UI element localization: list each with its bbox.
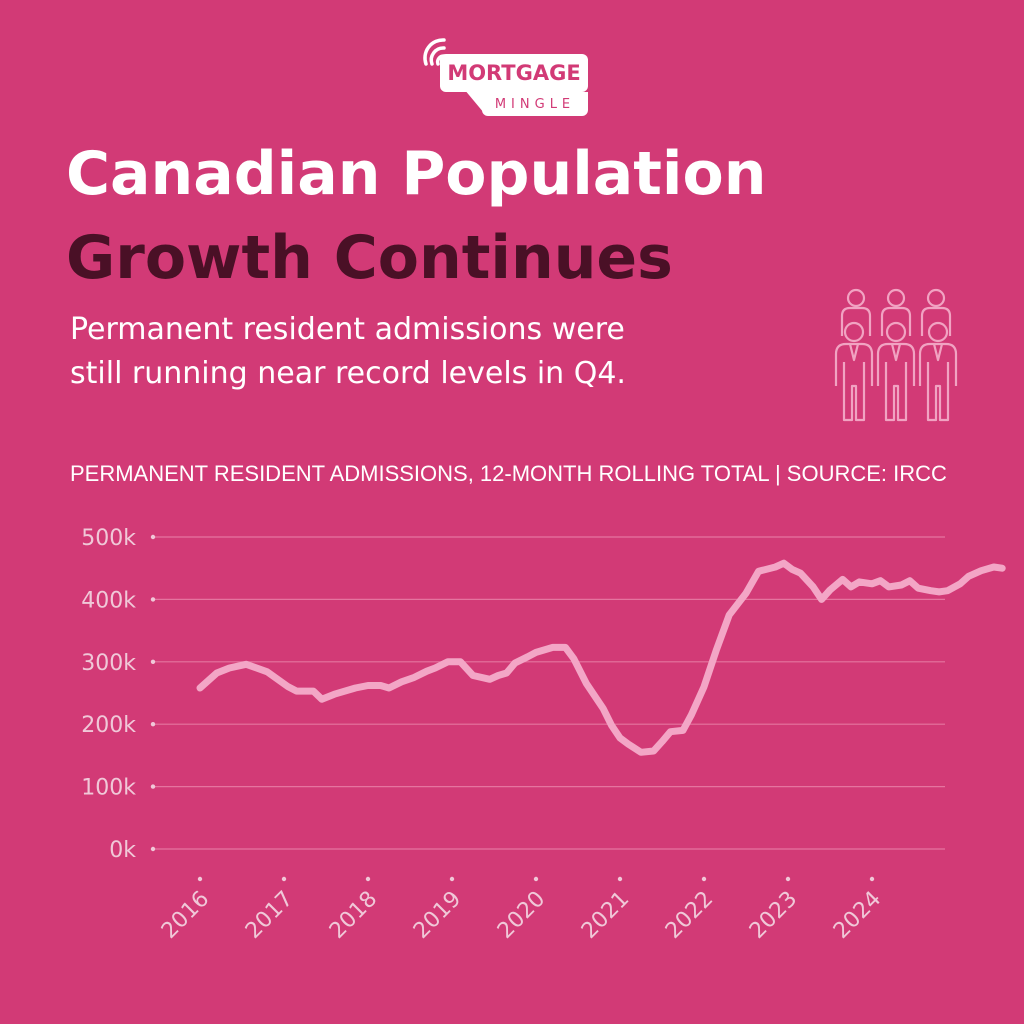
x-tick-dot [869, 876, 875, 882]
x-tick-dot [785, 876, 791, 882]
x-axis-ticks: 2016 2017 2018 2019 2020 2021 2022 2023 2024 [157, 876, 886, 944]
x-tick-dot [197, 876, 203, 882]
y-tick-label: 500k [81, 526, 136, 551]
y-tick-dot [150, 534, 156, 540]
x-tick-label: 2016 [157, 887, 214, 944]
series-line [196, 559, 1006, 756]
series-layer [196, 559, 1006, 756]
y-tick-label: 400k [81, 588, 136, 613]
x-tick-dot [533, 876, 539, 882]
brand-logo: MORTGAGE MINGLE [420, 34, 600, 124]
x-tick-dot [617, 876, 623, 882]
y-tick-label: 0k [109, 838, 136, 863]
x-tick-label: 2024 [829, 887, 886, 944]
y-tick-label: 300k [81, 651, 136, 676]
y-tick-dot [150, 597, 156, 602]
subtitle-line-1: Permanent resident admissions were [70, 312, 625, 347]
x-tick-dot [701, 876, 707, 882]
y-tick-dot [150, 722, 156, 727]
x-tick-dot [281, 876, 287, 882]
y-axis-ticks: 0k 100k 200k 300k 400k 500k [81, 526, 156, 863]
y-tick-label: 200k [81, 713, 136, 738]
y-tick-dot [150, 846, 156, 852]
headline-line-2: Growth Continues [66, 223, 673, 293]
y-tick-label: 100k [81, 776, 136, 801]
x-tick-dot [365, 876, 371, 882]
y-tick-dot [150, 784, 156, 789]
headline-line-1: Canadian Population [66, 139, 767, 209]
x-tick-label: 2022 [661, 887, 718, 944]
x-tick-label: 2019 [409, 887, 466, 944]
x-tick-label: 2017 [241, 887, 298, 944]
x-tick-label: 2018 [325, 887, 382, 944]
people-group-icon [834, 288, 958, 422]
subtitle: Permanent resident admissions were still… [70, 308, 770, 396]
x-tick-dot [449, 876, 455, 882]
x-tick-label: 2023 [745, 887, 802, 944]
speech-bubble-tail [464, 89, 484, 113]
grid-lines [153, 536, 945, 850]
y-tick-dot [150, 659, 156, 664]
chart-caption: PERMANENT RESIDENT ADMISSIONS, 12-MONTH … [70, 461, 947, 486]
brand-name-top: MORTGAGE [440, 54, 588, 92]
x-tick-label: 2020 [493, 887, 550, 944]
brand-name-bottom: MINGLE [482, 92, 588, 116]
subtitle-line-2: still running near record levels in Q4. [70, 356, 626, 391]
x-tick-label: 2021 [577, 887, 634, 944]
